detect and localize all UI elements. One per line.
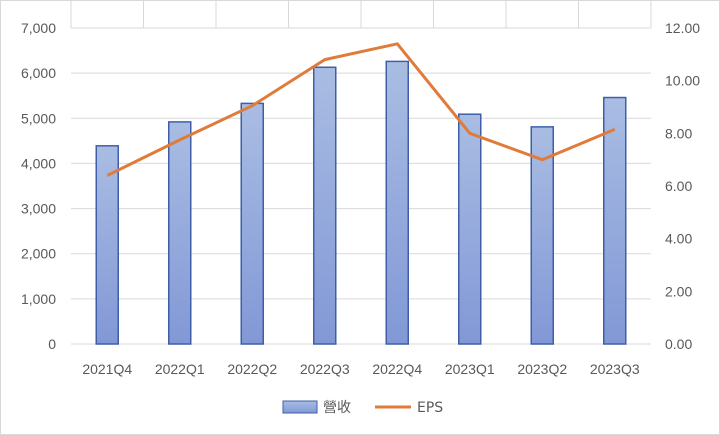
right-tick-label: 2.00 <box>665 283 692 299</box>
legend-label-eps: EPS <box>417 400 443 416</box>
right-axis-ticks: 0.00 2.00 4.00 6.00 8.00 10.00 12.00 <box>665 20 700 352</box>
right-tick-label: 6.00 <box>665 178 692 194</box>
legend-swatch-revenue <box>282 400 318 414</box>
bar-revenue-2022Q2 <box>240 102 264 345</box>
bar-revenue-2022Q3 <box>313 66 337 345</box>
right-tick-label: 10.00 <box>665 73 700 89</box>
x-tick-label: 2021Q4 <box>82 361 132 377</box>
line-series <box>106 42 616 177</box>
right-tick-label: 4.00 <box>665 231 692 247</box>
left-tick-label: 5,000 <box>21 110 56 126</box>
bar-revenue-2023Q3 <box>603 96 627 345</box>
legend: 營收 EPS <box>282 400 443 416</box>
left-axis-ticks: 0 1,000 2,000 3,000 4,000 5,000 6,000 7,000 <box>21 20 56 352</box>
bar-revenue-2021Q4 <box>95 145 119 345</box>
right-tick-label: 8.00 <box>665 125 692 141</box>
bar-revenue-2022Q4 <box>385 60 409 345</box>
x-tick-label: 2023Q3 <box>590 361 640 377</box>
x-tick-label: 2022Q4 <box>372 361 422 377</box>
left-tick-label: 0 <box>48 336 56 352</box>
bar-series <box>95 60 627 345</box>
x-tick-label: 2022Q1 <box>155 361 205 377</box>
x-tick-label: 2023Q2 <box>517 361 567 377</box>
left-tick-label: 7,000 <box>21 20 56 36</box>
left-tick-label: 6,000 <box>21 65 56 81</box>
right-tick-label: 0.00 <box>665 336 692 352</box>
x-tick-label: 2022Q2 <box>227 361 277 377</box>
x-tick-label: 2022Q3 <box>300 361 350 377</box>
left-tick-label: 4,000 <box>21 155 56 171</box>
legend-label-revenue: 營收 <box>323 400 351 416</box>
left-tick-label: 1,000 <box>21 291 56 307</box>
bar-revenue-2022Q1 <box>168 121 192 345</box>
gridlines <box>70 1 652 345</box>
bar-revenue-2023Q1 <box>458 113 482 345</box>
x-tick-label: 2023Q1 <box>445 361 495 377</box>
line-eps <box>106 42 616 177</box>
x-axis-ticks: 2021Q4 2022Q1 2022Q2 2022Q3 2022Q4 2023Q1 2023… <box>82 361 640 377</box>
left-tick-label: 2,000 <box>21 246 56 262</box>
bar-revenue-2023Q2 <box>530 126 554 345</box>
right-tick-label: 12.00 <box>665 20 700 36</box>
left-tick-label: 3,000 <box>21 201 56 217</box>
